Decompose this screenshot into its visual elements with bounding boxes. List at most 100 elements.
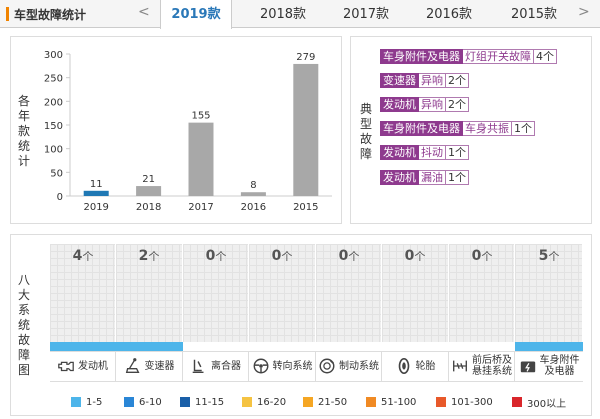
system-count: 0个 [471, 248, 493, 264]
legend-item: 51-100 [366, 396, 416, 408]
tab-2015[interactable]: 2015款 [510, 7, 558, 22]
tire-icon [398, 357, 409, 375]
fault-count: 4个 [534, 49, 557, 64]
legend-swatch [180, 397, 190, 407]
side-label-char: 大 [18, 288, 31, 302]
fault-category: 发动机 [380, 170, 419, 185]
system-tire[interactable]: 轮胎 [382, 351, 449, 381]
side-label-char: 八 [18, 273, 31, 287]
side-label-char: 典 [360, 102, 373, 116]
bar-value-label: 8 [250, 180, 256, 191]
system-cell [449, 244, 515, 342]
side-label-char: 计 [18, 154, 31, 168]
x-tick-label: 2015 [293, 202, 318, 213]
legend-label: 51-100 [381, 396, 417, 408]
system-count: 5个 [538, 248, 560, 264]
system-transmission[interactable]: 变速器 [116, 351, 183, 381]
legend-swatch [512, 397, 522, 407]
legend-item: 21-50 [303, 396, 347, 408]
side-label-char: 统 [18, 139, 31, 153]
system-label: 车身附件 及电器 [539, 355, 580, 377]
system-steering[interactable]: 转向系统 [249, 351, 316, 381]
system-clutch[interactable]: 离合器 [183, 351, 249, 381]
fault-tag[interactable]: 发动机 漏油 1个 [380, 170, 469, 185]
system-engine[interactable]: 发动机 [50, 351, 116, 381]
yearly-stats-panel [10, 36, 342, 224]
system-cell [249, 244, 316, 342]
legend-swatch [366, 397, 376, 407]
legend-item: 11-15 [180, 396, 224, 408]
system-body-electrics[interactable]: 车身附件 及电器 [515, 351, 583, 381]
fault-tag[interactable]: 车身附件及电器 车身共振 1个 [380, 121, 535, 136]
system-label: 离合器 [211, 360, 241, 372]
system-count: 4个 [72, 248, 94, 264]
fault-description: 异响 [419, 97, 446, 112]
system-label: 轮胎 [415, 360, 436, 372]
side-label-char: 各 [18, 94, 31, 108]
legend-swatch [71, 397, 81, 407]
legend-label: 101-300 [451, 396, 493, 408]
legend-item: 101-300 [436, 396, 493, 408]
fault-description: 异响 [419, 73, 446, 88]
fault-description: 灯组开关故障 [463, 49, 534, 64]
system-count: 2个 [138, 248, 160, 264]
yearly-stats-side-label: 各 年 款 统 计 [18, 94, 30, 169]
fault-count: 2个 [446, 97, 469, 112]
car-battery-icon [520, 361, 535, 373]
header-accent-bar [6, 7, 9, 21]
fault-tag[interactable]: 变速器 异响 2个 [380, 73, 469, 88]
fault-category: 车身附件及电器 [380, 121, 463, 136]
fault-tag[interactable]: 车身附件及电器 灯组开关故障 4个 [380, 49, 557, 64]
side-label-char: 故 [360, 132, 373, 146]
prev-year-arrow[interactable]: < [138, 4, 150, 20]
bar-2019 [83, 190, 109, 196]
tab-2017[interactable]: 2017款 [342, 7, 390, 22]
fault-tag[interactable]: 发动机 抖动 1个 [380, 145, 469, 160]
system-cell [50, 244, 116, 342]
y-tick-label: 250 [44, 74, 63, 85]
system-cell [382, 244, 449, 342]
bar-2018 [136, 186, 162, 196]
fault-count: 1个 [446, 145, 469, 160]
y-tick-label: 200 [44, 97, 63, 108]
bar-value-label: 11 [90, 179, 103, 190]
bar-2015 [293, 63, 319, 196]
fault-tag[interactable]: 发动机 异响 2个 [380, 97, 469, 112]
bar-value-label: 21 [142, 174, 155, 185]
next-year-arrow[interactable]: > [578, 4, 590, 20]
side-label-char: 故 [18, 333, 31, 347]
system-count: 0个 [338, 248, 360, 264]
header-bar: 车型故障统计 < 2019款 2018款 2017款 2016款 2015款 > [0, 0, 600, 29]
side-label-char: 障 [360, 147, 373, 161]
tab-2019[interactable]: 2019款 [160, 0, 232, 29]
clutch-pedal-icon [192, 359, 204, 374]
side-label-char: 障 [18, 348, 31, 362]
legend-item: 16-20 [242, 396, 286, 408]
tab-2016[interactable]: 2016款 [425, 7, 473, 22]
y-tick-label: 150 [44, 121, 63, 132]
suspension-icon [453, 360, 467, 372]
system-suspension[interactable]: 前后桥及 悬挂系统 [449, 351, 515, 381]
bar-2016 [240, 192, 266, 196]
fault-count: 2个 [446, 73, 469, 88]
system-label: 前后桥及 悬挂系统 [472, 355, 512, 377]
legend-label: 300以上 [527, 398, 567, 410]
legend-label: 1-5 [86, 396, 103, 408]
system-label: 发动机 [78, 360, 108, 372]
side-label-char: 系 [18, 303, 31, 317]
legend-label: 21-50 [318, 396, 348, 408]
grid-divider [50, 351, 583, 352]
x-tick-label: 2018 [136, 202, 161, 213]
fault-description: 漏油 [419, 170, 446, 185]
engine-icon [58, 361, 74, 372]
fault-category: 发动机 [380, 145, 419, 160]
y-tick-label: 0 [57, 192, 63, 203]
x-tick-label: 2019 [83, 202, 108, 213]
side-label-char: 统 [18, 318, 31, 332]
legend-label: 16-20 [257, 396, 287, 408]
tab-2018[interactable]: 2018款 [259, 7, 307, 22]
system-brake[interactable]: 制动系统 [316, 351, 382, 381]
system-label: 转向系统 [272, 360, 313, 372]
y-tick-label: 100 [44, 145, 63, 156]
brake-disc-icon [319, 358, 335, 374]
